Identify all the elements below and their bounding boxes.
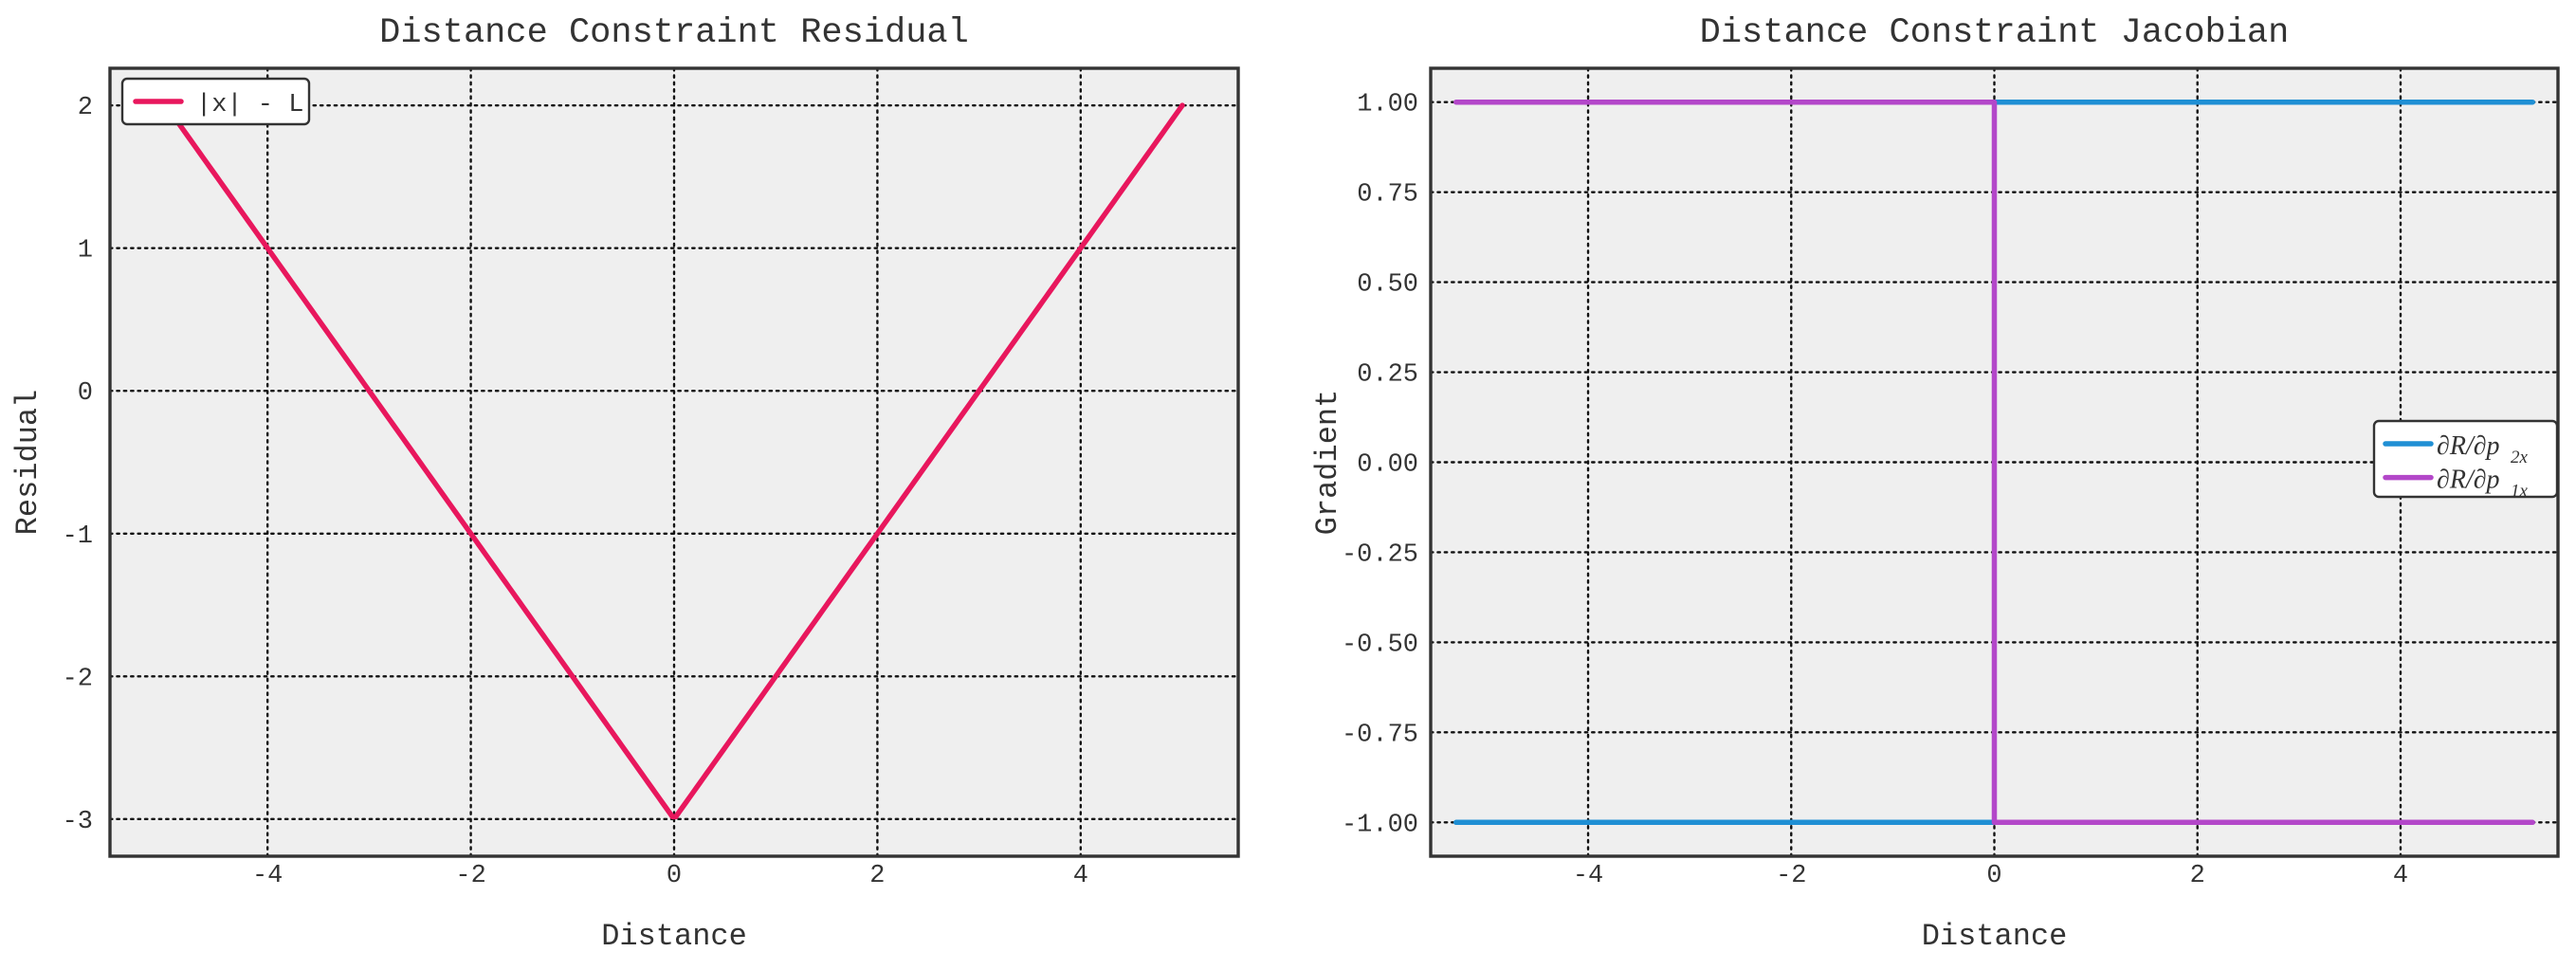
svg-text:-0.50: -0.50 bbox=[1342, 631, 1418, 659]
svg-text:Gradient: Gradient bbox=[1310, 390, 1345, 536]
svg-text:0: 0 bbox=[78, 379, 93, 408]
svg-text:-4: -4 bbox=[252, 862, 283, 890]
svg-text:Distance: Distance bbox=[1922, 919, 2068, 954]
svg-text:-1.00: -1.00 bbox=[1342, 811, 1418, 839]
svg-text:0: 0 bbox=[1986, 862, 2001, 890]
svg-text:2: 2 bbox=[869, 862, 885, 890]
svg-text:-3: -3 bbox=[63, 808, 93, 836]
svg-text:Distance Constraint Residual: Distance Constraint Residual bbox=[379, 13, 969, 53]
svg-text:1: 1 bbox=[78, 237, 93, 265]
svg-text:0.75: 0.75 bbox=[1357, 181, 1418, 210]
svg-text:-1: -1 bbox=[63, 522, 93, 551]
svg-text:2x: 2x bbox=[2511, 448, 2529, 467]
svg-text:-0.75: -0.75 bbox=[1342, 721, 1418, 749]
svg-text:1.00: 1.00 bbox=[1357, 91, 1418, 119]
svg-text:Distance Constraint Jacobian: Distance Constraint Jacobian bbox=[1700, 13, 2290, 53]
svg-text:-2: -2 bbox=[63, 665, 93, 693]
svg-text:2: 2 bbox=[78, 94, 93, 122]
svg-text:4: 4 bbox=[2393, 862, 2408, 890]
svg-text:4: 4 bbox=[1073, 862, 1088, 890]
svg-text:Residual: Residual bbox=[10, 390, 46, 536]
svg-text:1x: 1x bbox=[2511, 482, 2529, 502]
svg-text:-4: -4 bbox=[1573, 862, 1603, 890]
svg-text:2: 2 bbox=[2190, 862, 2205, 890]
svg-text:Distance: Distance bbox=[601, 919, 747, 954]
svg-text:∂R/∂p: ∂R/∂p bbox=[2437, 466, 2500, 495]
svg-text:-0.25: -0.25 bbox=[1342, 540, 1418, 569]
svg-text:∂R/∂p: ∂R/∂p bbox=[2437, 431, 2500, 461]
svg-text:0.25: 0.25 bbox=[1357, 361, 1418, 390]
svg-text:0.00: 0.00 bbox=[1357, 451, 1418, 480]
svg-text:-2: -2 bbox=[1776, 862, 1806, 890]
svg-text:-2: -2 bbox=[455, 862, 485, 890]
svg-text:0.50: 0.50 bbox=[1357, 271, 1418, 300]
svg-text:0: 0 bbox=[667, 862, 682, 890]
svg-text:|x| - L: |x| - L bbox=[196, 91, 303, 119]
